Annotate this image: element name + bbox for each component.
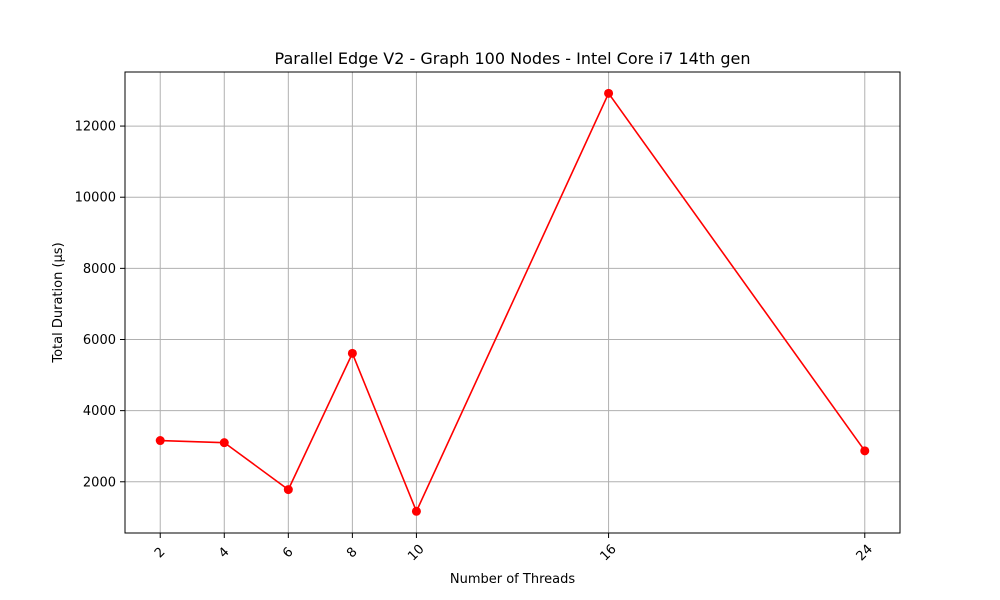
grid	[125, 72, 900, 533]
y-tick-label: 6000	[83, 333, 116, 348]
y-tick-label: 10000	[75, 191, 116, 206]
data-point	[283, 485, 293, 495]
data-point	[155, 436, 165, 446]
y-tick-label: 12000	[75, 120, 116, 135]
series	[155, 88, 870, 516]
data-point	[219, 438, 229, 448]
chart-title: Parallel Edge V2 - Graph 100 Nodes - Int…	[275, 49, 751, 68]
y-tick-label: 8000	[83, 262, 116, 277]
y-tick-label: 4000	[83, 404, 116, 419]
data-point	[411, 506, 421, 516]
y-axis-label: Total Duration (µs)	[51, 242, 66, 363]
y-tick-label: 2000	[83, 475, 116, 490]
y-axis: 2000 4000 6000 8000 10000 12000	[75, 120, 125, 490]
data-point	[604, 88, 614, 98]
data-point	[347, 348, 357, 358]
x-axis-label: Number of Threads	[450, 572, 575, 587]
data-point	[860, 446, 870, 456]
plot-frame	[124, 71, 901, 534]
